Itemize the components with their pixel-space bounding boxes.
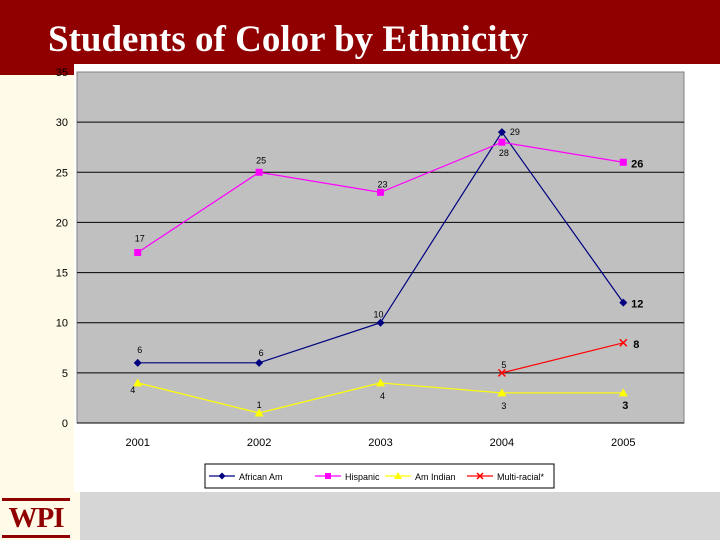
x-tick-label: 2005 (611, 437, 635, 449)
data-point-marker (619, 338, 628, 347)
logo-text: WPI (8, 502, 65, 534)
data-point-marker (133, 378, 143, 387)
data-label: 29 (510, 127, 520, 137)
data-label: 23 (377, 179, 387, 189)
data-point-marker (133, 358, 142, 367)
y-tick-label: 20 (56, 217, 68, 229)
data-label: 3 (501, 401, 506, 411)
data-label: 6 (137, 345, 142, 355)
legend-label: Am Indian (415, 472, 456, 482)
data-point-marker (255, 358, 264, 367)
data-label: 6 (259, 348, 264, 358)
footer-band (80, 492, 720, 540)
data-label: 17 (135, 234, 145, 244)
y-tick-label: 35 (56, 67, 68, 79)
legend-box (204, 463, 555, 489)
y-tick-label: 10 (56, 318, 68, 330)
data-label: 4 (380, 391, 385, 401)
data-point-marker (254, 408, 264, 417)
slide-title: Students of Color by Ethnicity (48, 19, 529, 60)
legend-label: African Am (239, 472, 283, 482)
data-label: 28 (499, 148, 509, 158)
legend-swatch-marker (325, 473, 331, 479)
data-point-marker (618, 388, 628, 397)
data-point-marker (376, 318, 385, 327)
wpi-logo: WPI (2, 498, 70, 538)
data-label: 5 (501, 360, 506, 370)
legend-swatch-marker (218, 472, 226, 480)
data-label: 10 (373, 310, 383, 320)
data-point-marker (377, 188, 384, 196)
data-point-marker (134, 249, 142, 257)
legend-label: Multi-racial* (497, 472, 545, 482)
logo-bottom-rule (2, 535, 70, 538)
y-tick-label: 5 (62, 368, 68, 380)
data-label: 1 (257, 400, 262, 410)
data-point-marker (497, 388, 507, 397)
series-line (501, 342, 624, 374)
data-point-marker (619, 158, 627, 166)
legend-swatch-marker (476, 472, 484, 480)
data-label: 26 (631, 158, 643, 170)
x-tick-label: 2001 (125, 437, 149, 449)
y-tick-label: 0 (62, 418, 68, 430)
data-label: 8 (633, 339, 639, 351)
data-label: 25 (256, 155, 266, 165)
x-tick-label: 2003 (368, 437, 392, 449)
legend-swatch-marker (394, 472, 402, 479)
data-point-marker (619, 298, 628, 307)
data-point-marker (255, 168, 263, 176)
data-point-marker (497, 128, 506, 137)
data-point-marker (376, 378, 385, 387)
plot-area (76, 71, 685, 424)
x-tick-label: 2002 (247, 437, 271, 449)
y-tick-label: 25 (56, 167, 68, 179)
data-label: 3 (622, 400, 628, 412)
legend-label: Hispanic (345, 472, 380, 482)
data-point-marker (498, 138, 506, 146)
title-bar: Students of Color by Ethnicity (0, 0, 720, 75)
logo-top-rule (2, 498, 70, 501)
x-tick-label: 2004 (490, 437, 514, 449)
data-point-marker (497, 368, 506, 377)
y-tick-label: 15 (56, 268, 68, 280)
y-tick-label: 30 (56, 117, 68, 129)
data-label: 12 (631, 299, 643, 311)
data-label: 4 (130, 385, 135, 395)
